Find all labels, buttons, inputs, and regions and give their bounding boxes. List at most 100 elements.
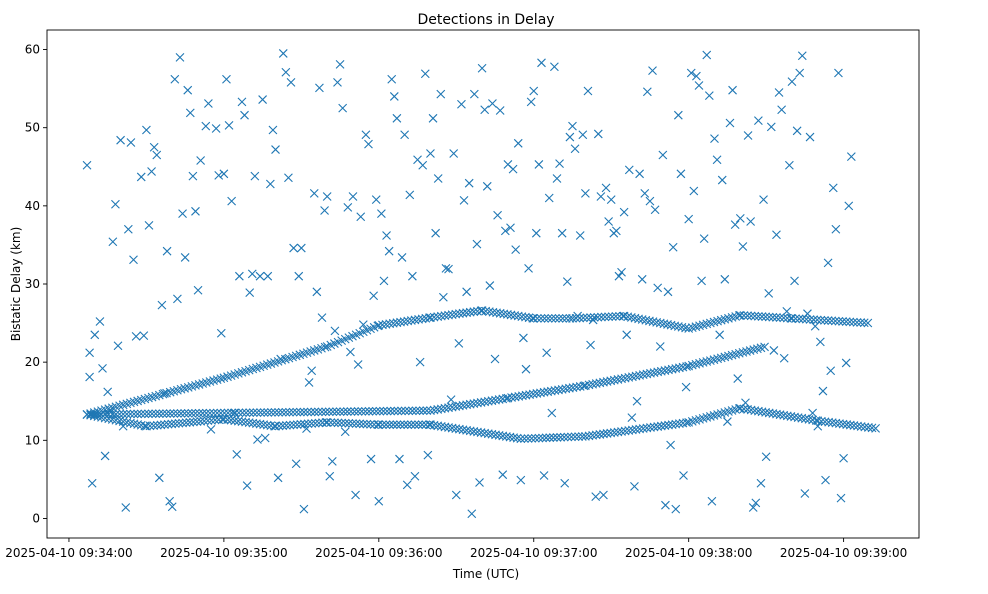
data-point-marker [727,312,737,322]
data-point-marker [559,432,569,442]
data-point-marker [580,188,590,198]
data-point-marker [542,348,552,358]
data-point-marker [756,478,766,488]
data-point-marker [382,406,392,416]
data-point-marker [591,430,601,440]
data-point-marker [344,418,354,428]
data-point-marker [378,420,387,430]
data-point-marker [543,313,553,323]
data-point-marker [777,105,787,115]
data-point-marker [724,351,733,361]
data-point-marker [505,432,515,442]
data-point-marker [440,422,450,432]
x-tick-label: 2025-04-10 09:35:00 [160,546,287,560]
data-point-marker [537,58,546,68]
data-point-marker [713,354,722,364]
data-point-marker [469,427,479,436]
data-point-marker [108,237,118,247]
data-point-marker [149,421,159,430]
data-point-marker [429,405,439,415]
data-point-marker [256,408,265,417]
data-point-marker [653,367,663,377]
data-point-marker [330,326,340,336]
data-point-marker [684,361,694,371]
data-point-marker [498,431,508,441]
data-point-marker [366,419,375,429]
data-point-marker [131,331,141,341]
data-point-marker [338,103,348,113]
data-point-marker [791,314,800,323]
data-point-marker [790,276,799,286]
data-point-marker [568,313,577,323]
data-point-marker [574,432,584,442]
data-point-marker [296,243,306,253]
data-point-marker [599,429,608,439]
data-point-marker [454,309,464,319]
data-point-marker [170,74,180,84]
data-point-marker [779,353,789,363]
data-point-marker [310,407,320,417]
data-point-marker [291,459,301,469]
data-point-marker [281,421,291,430]
data-point-marker [395,454,404,464]
data-point-marker [227,408,237,418]
data-point-marker [660,366,670,375]
data-point-marker [800,489,810,498]
data-point-marker [617,374,626,384]
data-point-marker [666,440,675,450]
data-point-marker [531,228,541,238]
data-point-marker [187,408,197,418]
y-axis-label: Bistatic Delay (km) [9,227,23,342]
data-point-marker [162,246,172,256]
data-point-marker [400,406,410,416]
data-point-marker [87,478,97,488]
data-point-marker [410,420,420,430]
data-point-marker [433,405,443,414]
data-point-marker [436,89,446,99]
data-point-marker [491,430,500,440]
data-point-marker [607,312,617,321]
data-point-marker [178,209,187,219]
data-point-marker [343,203,353,212]
data-point-marker [167,502,177,512]
data-point-marker [462,425,471,435]
data-point-marker [247,269,257,279]
y-tick-label: 0 [32,511,40,525]
y-tick-label: 30 [25,277,40,291]
data-point-marker [641,315,651,325]
data-point-marker [176,409,186,418]
data-point-marker [663,320,672,329]
data-point-marker [451,424,461,434]
data-point-marker [465,307,475,317]
data-point-marker [551,313,560,323]
data-point-marker [277,407,287,417]
data-point-marker [485,281,495,290]
data-point-marker [674,363,684,373]
data-point-marker [743,405,752,414]
data-point-marker [750,406,760,415]
data-point-marker [673,110,683,120]
data-point-marker [617,267,626,277]
data-point-marker [846,152,856,161]
data-point-marker [673,322,683,331]
data-point-marker [713,316,722,326]
data-point-marker [492,308,501,318]
data-point-marker [414,420,423,430]
data-point-marker [853,421,862,431]
data-point-marker [667,364,677,374]
data-point-marker [772,409,781,419]
data-point-marker [728,85,737,95]
data-point-marker [192,417,202,427]
data-point-marker [509,433,518,443]
data-point-marker [387,74,397,84]
data-point-marker [536,313,546,323]
data-point-marker [201,121,211,131]
data-point-marker [556,432,565,442]
data-point-marker [358,320,368,330]
data-point-marker [147,409,157,419]
data-point-marker [90,330,100,340]
data-point-marker [599,490,608,500]
data-point-marker [420,69,430,79]
data-point-marker [414,315,423,324]
data-point-marker [400,130,410,140]
